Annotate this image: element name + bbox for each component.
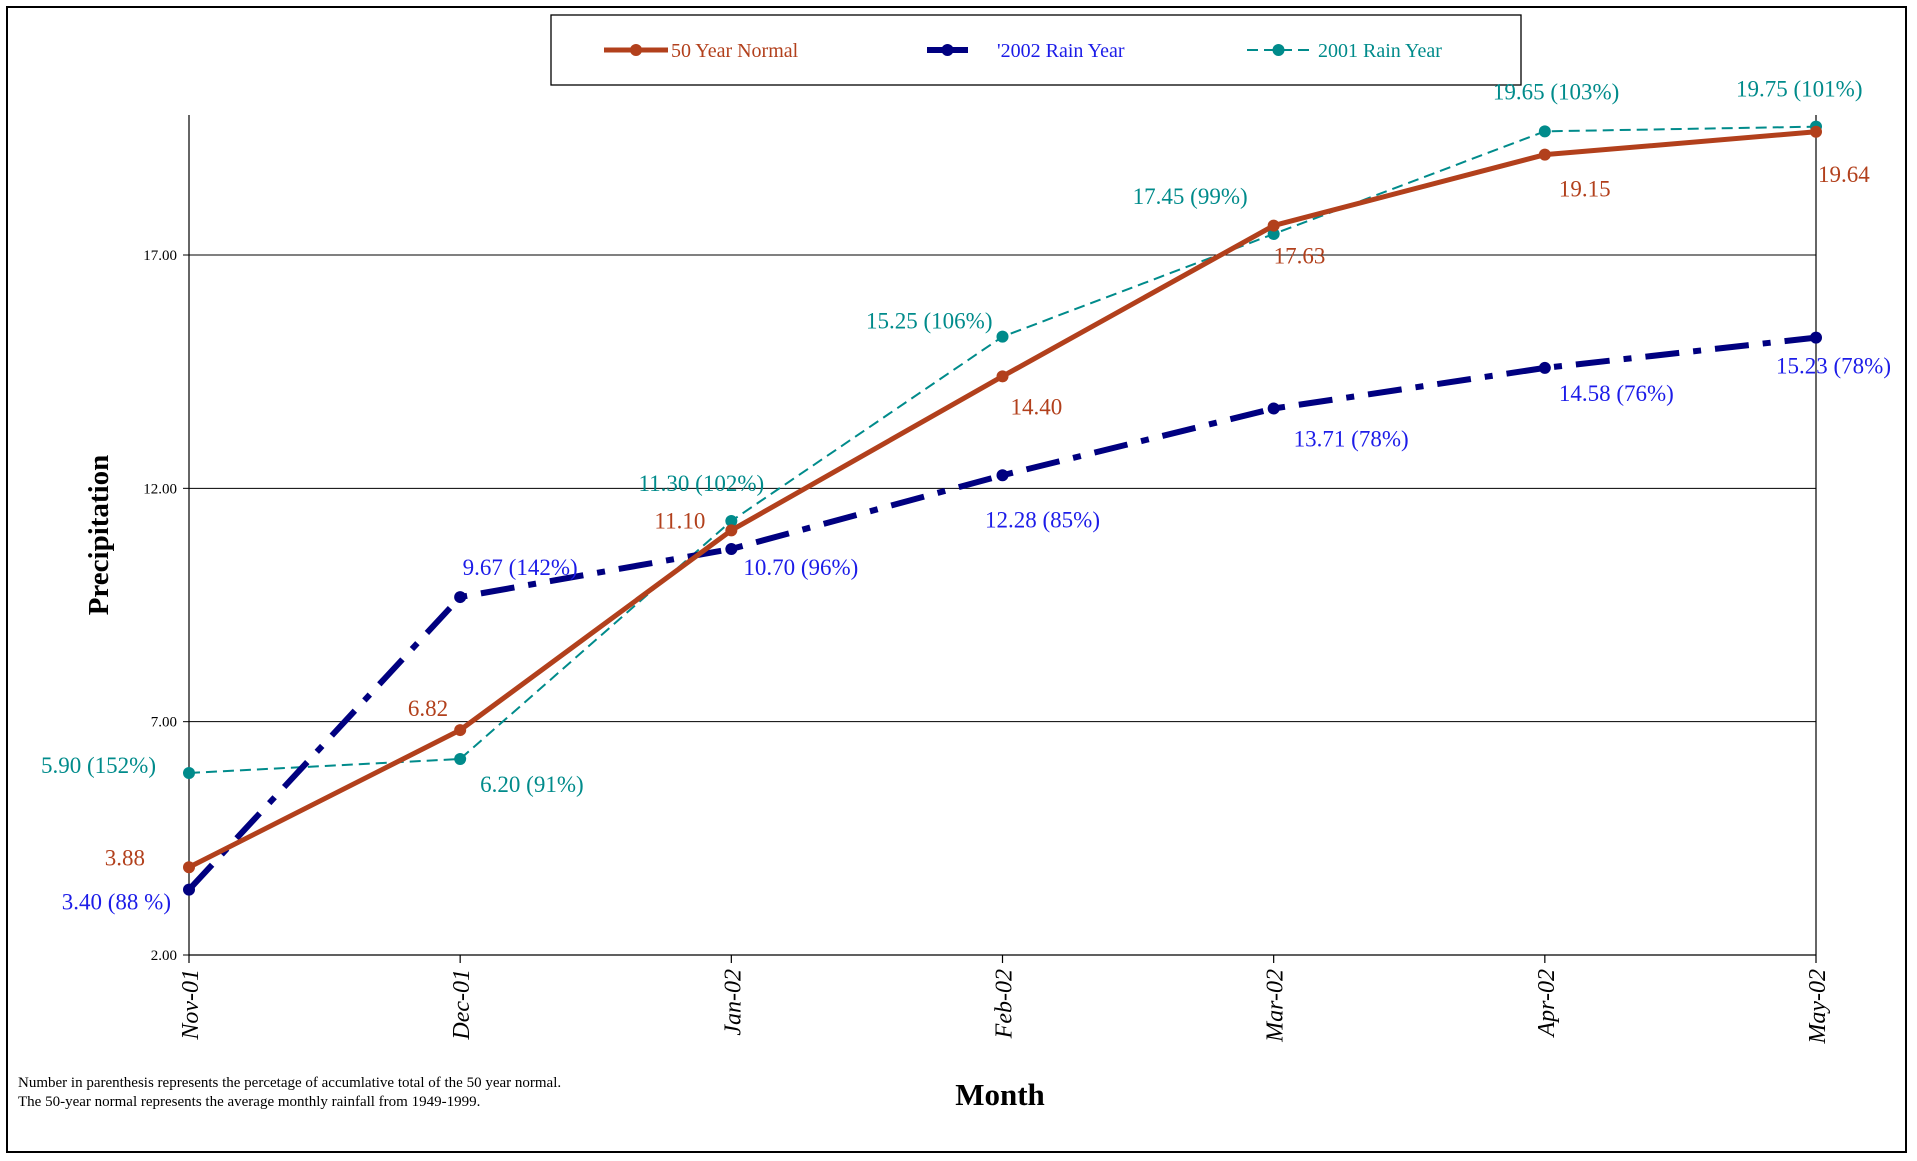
data-point: [1810, 331, 1822, 344]
chart-frame: [6, 6, 1907, 1153]
series-layer: [183, 120, 1822, 896]
series-line: [186, 334, 1817, 892]
gridlines: [189, 254, 1816, 723]
y-tick-label: 7.00: [151, 715, 177, 731]
x-tick-label: Feb-02: [992, 969, 1018, 1039]
legend-label: '2002 Rain Year: [997, 40, 1125, 62]
x-tick-label: Mar-02: [1263, 969, 1289, 1043]
data-point: [996, 469, 1009, 482]
data-label: 3.40 (88 %): [62, 890, 171, 915]
data-label: 17.45 (99%): [1133, 184, 1248, 209]
data-label: 19.64: [1818, 162, 1870, 187]
axes: 2.00 7.00 12.00 17.00 Nov-01 Dec-01 Jan-02 Feb-…: [143, 115, 1831, 1045]
footnote-percentage: Number in parenthesis represents the per…: [18, 1075, 562, 1091]
data-label: 3.88: [105, 845, 145, 870]
y-tick-label: 17.00: [143, 248, 177, 264]
data-point: [454, 753, 467, 765]
legend-marker: [941, 44, 954, 56]
data-point: [996, 330, 1009, 343]
data-label: 12.28 (85%): [985, 507, 1100, 532]
data-point: [183, 883, 195, 896]
data-point: [725, 515, 738, 527]
data-label: 11.10: [654, 508, 705, 533]
x-tick-label: May-02: [1805, 969, 1831, 1045]
data-point: [183, 861, 195, 874]
data-point: [1538, 125, 1551, 138]
data-label: 9.67 (142%): [463, 555, 578, 580]
data-label: 10.70 (96%): [743, 555, 858, 580]
series-line: [187, 129, 1817, 870]
legend: 50 Year Normal '2002 Rain Year 2001 Rain Y…: [550, 14, 1522, 86]
x-tick-label: Apr-02: [1534, 969, 1560, 1039]
footnotes: Number in parenthesis represents the per…: [18, 1074, 561, 1112]
y-axis-title: Precipitation: [83, 455, 115, 616]
data-label: 6.20 (91%): [480, 772, 583, 797]
legend-box: [550, 14, 1522, 86]
data-point: [454, 591, 467, 604]
data-label: 15.23 (78%): [1776, 354, 1891, 379]
legend-marker: [1272, 44, 1285, 56]
y-tick-label: 12.00: [143, 481, 177, 497]
footnote-normal: The 50-year normal represents the averag…: [18, 1094, 481, 1110]
legend-label: 50 Year Normal: [671, 40, 799, 62]
data-label: 19.15: [1559, 177, 1611, 202]
data-point: [725, 543, 738, 555]
data-point: [1538, 361, 1551, 374]
y-tick-label: 2.00: [151, 948, 177, 964]
x-tick-label: Nov-01: [178, 969, 204, 1041]
data-label: 6.82: [408, 696, 448, 721]
x-tick-label: Jan-02: [720, 969, 746, 1036]
data-point: [454, 724, 467, 737]
series-line: [188, 125, 1817, 774]
data-label: 17.63: [1274, 244, 1326, 269]
data-point: [183, 767, 195, 779]
data-label: 5.90 (152%): [41, 753, 156, 778]
data-point: [996, 370, 1009, 383]
data-point: [1267, 228, 1280, 240]
data-label: 15.25 (106%): [866, 309, 992, 334]
x-axis-title: Month: [955, 1077, 1045, 1112]
data-label: 19.75 (101%): [1736, 77, 1862, 102]
data-label: 13.71 (78%): [1294, 427, 1409, 452]
data-label: 11.30 (102%): [639, 471, 765, 496]
data-point: [1810, 125, 1822, 138]
data-label: 14.40: [1011, 394, 1063, 419]
data-point: [1267, 402, 1280, 415]
legend-label: 2001 Rain Year: [1318, 40, 1442, 62]
data-label: 14.58 (76%): [1559, 381, 1674, 406]
data-labels: 3.88 6.82 11.10 14.40 17.63 19.15 19.64 3.40 (8…: [41, 77, 1891, 915]
data-point: [1538, 148, 1551, 161]
legend-marker: [630, 44, 642, 56]
x-tick-label: Dec-01: [449, 969, 475, 1041]
data-point: [1267, 219, 1280, 232]
data-label: 19.65 (103%): [1493, 79, 1619, 104]
data-point: [725, 524, 738, 537]
